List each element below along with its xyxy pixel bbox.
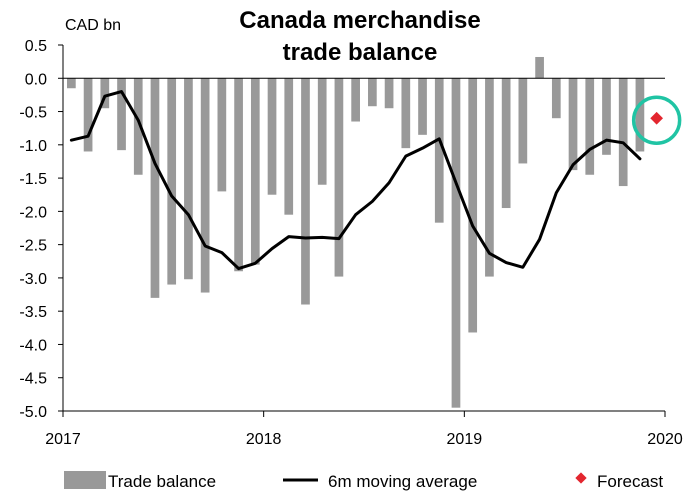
trade-balance-bar: [100, 78, 110, 109]
trade-balance-bar: [535, 56, 544, 79]
trade-balance-bar: [167, 78, 177, 285]
y-tick-label: -3.5: [19, 304, 47, 321]
y-tick-label: -1.5: [19, 171, 47, 188]
y-tick-label: 0.5: [25, 38, 47, 55]
y-tick-label: -1.0: [19, 138, 47, 155]
trade-balance-bar: [117, 78, 126, 151]
bars-layer: [67, 56, 645, 408]
trade-balance-bar: [384, 78, 394, 109]
unit-label: CAD bn: [65, 17, 121, 34]
legend-label-forecast: Forecast: [597, 472, 663, 491]
trade-balance-bar: [401, 78, 411, 149]
chart-legend: Trade balance 6m moving average Forecast: [64, 471, 663, 491]
trade-balance-bar: [485, 78, 494, 277]
x-tick-label: 2020: [647, 431, 683, 448]
y-tick-label: -3.0: [19, 271, 47, 288]
legend-label-trade-balance: Trade balance: [108, 472, 216, 491]
x-tick-label: 2018: [246, 431, 282, 448]
trade-balance-bar: [217, 78, 227, 192]
trade-balance-bar: [133, 78, 143, 175]
trade-balance-bar: [635, 78, 645, 152]
trade-balance-bar: [334, 78, 344, 277]
y-tick-label: -5.0: [19, 404, 47, 421]
moving-average-layer: [69, 90, 642, 271]
y-tick-label: -2.0: [19, 204, 47, 221]
trade-balance-bar: [284, 78, 294, 215]
y-tick-label: -2.5: [19, 238, 47, 255]
trade-balance-bar: [451, 78, 461, 408]
trade-balance-bar: [568, 78, 578, 171]
axis-layer: 0.5 0.0 -0.5 -1.0 -1.5 -2.0 -2.5 -3.0 -3.5 -4.0 -4…: [19, 38, 682, 448]
trade-balance-bar: [585, 78, 595, 175]
trade-balance-bar: [602, 78, 611, 155]
y-tick-label: -4.0: [19, 337, 47, 354]
legend-label-moving-average: 6m moving average: [328, 472, 477, 491]
trade-balance-bar: [67, 78, 76, 89]
y-tick-label: 0.0: [25, 71, 47, 88]
y-tick-label: -0.5: [19, 105, 47, 122]
trade-balance-bar: [267, 78, 277, 195]
trade-balance-bar: [551, 78, 561, 119]
forecast-point: [650, 111, 664, 125]
trade-balance-bar: [200, 78, 210, 293]
chart-title-line-2: trade balance: [283, 39, 438, 66]
trade-balance-bar: [418, 78, 427, 135]
trade-balance-bar: [501, 78, 511, 209]
trade-balance-bar: [468, 78, 478, 333]
trade-balance-bar: [368, 78, 377, 107]
x-tick-label: 2019: [447, 431, 483, 448]
x-tick-label: 2017: [45, 431, 81, 448]
chart-title-line-1: Canada merchandise: [239, 7, 480, 34]
trade-balance-bar: [301, 78, 310, 305]
forecast-highlight-circle: [631, 95, 682, 145]
trade-balance-bar: [184, 78, 193, 280]
trade-balance-bar: [351, 78, 360, 122]
moving-average-line: [69, 90, 642, 271]
trade-balance-bar: [250, 78, 260, 265]
trade-balance-bar: [518, 78, 528, 164]
trade-balance-bar: [618, 78, 628, 187]
y-tick-label: -4.5: [19, 371, 47, 388]
trade-balance-bar: [150, 78, 160, 298]
trade-balance-bar: [317, 78, 327, 185]
trade-balance-bar: [434, 78, 444, 223]
legend-swatch-trade-balance: [64, 471, 106, 489]
legend-swatch-forecast: [575, 472, 587, 484]
trade-balance-bar: [234, 78, 243, 272]
trade-balance-bar: [83, 78, 93, 152]
